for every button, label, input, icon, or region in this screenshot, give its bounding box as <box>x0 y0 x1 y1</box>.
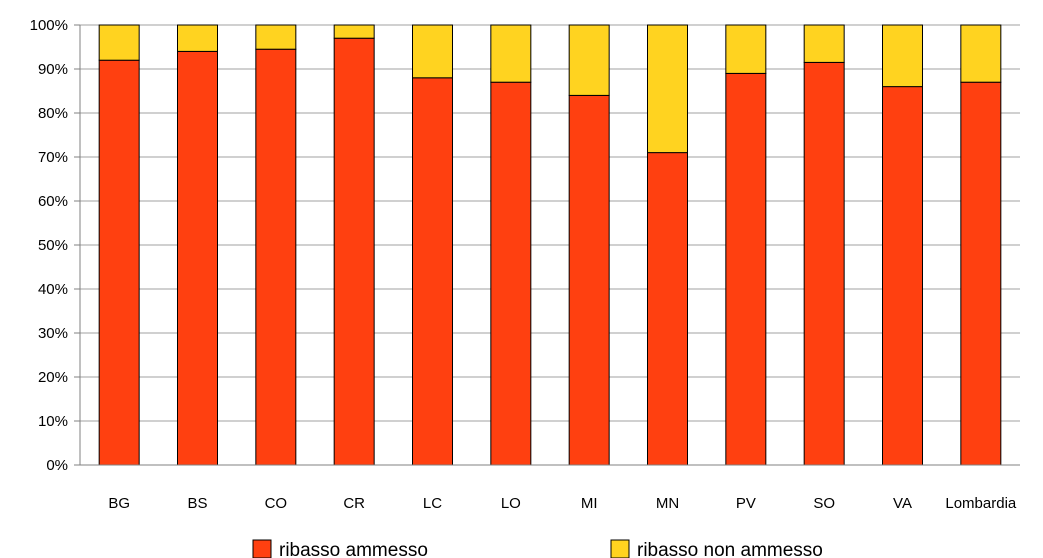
bar-ribasso-non-ammesso-bg <box>98 24 140 61</box>
x-tick-label: MI <box>581 495 598 512</box>
bar-ribasso-non-ammesso-pv <box>725 24 767 74</box>
bar-ribasso-non-ammesso-mn <box>647 24 688 154</box>
y-tick-label: 40% <box>38 281 68 298</box>
y-tick-label: 0% <box>46 457 68 474</box>
bar-ribasso-non-ammesso-lo <box>490 24 532 83</box>
y-tick-label: 90% <box>38 61 68 78</box>
bar-ribasso-non-ammesso-co <box>255 24 297 50</box>
legend: ribasso ammesso ribasso non ammesso <box>252 539 823 558</box>
x-tick-labels: BG BS CO CR LC LO MI MN PV SO VA Lombardia <box>108 495 1017 512</box>
x-tick-label: CO <box>265 495 288 512</box>
legend-swatch-ribasso-ammesso <box>252 539 272 558</box>
y-tick-label: 70% <box>38 149 68 166</box>
x-tick-label: CR <box>343 495 365 512</box>
y-tick-label: 50% <box>38 237 68 254</box>
bar-ribasso-ammesso-pv <box>725 72 767 466</box>
x-tick-label: LO <box>501 495 521 512</box>
bar-ribasso-ammesso-so <box>803 61 845 466</box>
bar-ribasso-ammesso-co <box>255 48 297 466</box>
bar-ribasso-non-ammesso-lc <box>412 24 453 79</box>
y-tick-label: 100% <box>30 17 68 34</box>
bar-ribasso-non-ammesso-bs <box>177 24 218 52</box>
x-tick-label: PV <box>736 495 756 512</box>
bar-ribasso-ammesso-lo <box>490 81 532 466</box>
x-tick-label: VA <box>893 495 912 512</box>
y-tick-label: 80% <box>38 105 68 122</box>
bar-ribasso-non-ammesso-lombardia <box>960 24 1002 83</box>
y-tick-labels: 0% 10% 20% 30% 40% 50% 60% 70% 80% 90% 100% <box>30 17 68 474</box>
x-tick-label: MN <box>656 495 679 512</box>
bar-ribasso-ammesso-lombardia <box>960 81 1002 466</box>
x-tick-label: BS <box>187 495 207 512</box>
legend-label-ribasso-non-ammesso: ribasso non ammesso <box>637 540 823 558</box>
bar-ribasso-ammesso-mn <box>647 152 688 466</box>
bar-ribasso-ammesso-cr <box>333 37 375 466</box>
bar-ribasso-non-ammesso-va <box>882 24 923 88</box>
bar-ribasso-ammesso-bs <box>177 50 218 466</box>
y-tick-label: 30% <box>38 325 68 342</box>
bar-ribasso-ammesso-va <box>882 86 923 466</box>
x-tick-label: LC <box>423 495 442 512</box>
bar-ribasso-non-ammesso-so <box>803 24 845 63</box>
bar-ribasso-non-ammesso-cr <box>333 24 375 39</box>
y-tick-label: 60% <box>38 193 68 210</box>
bar-ribasso-ammesso-bg <box>98 59 140 466</box>
gridlines <box>74 24 1020 466</box>
y-tick-label: 10% <box>38 413 68 430</box>
x-tick-label: BG <box>108 495 130 512</box>
axes <box>79 25 1020 466</box>
bar-ribasso-ammesso-lc <box>412 77 453 466</box>
x-tick-label: Lombardia <box>945 495 1017 512</box>
bar-ribasso-ammesso-mi <box>568 94 610 466</box>
x-tick-label: SO <box>813 495 835 512</box>
y-tick-label: 20% <box>38 369 68 386</box>
legend-swatch-ribasso-non-ammesso <box>610 539 630 558</box>
legend-label-ribasso-ammesso: ribasso ammesso <box>279 540 428 558</box>
bar-ribasso-non-ammesso-mi <box>568 24 610 96</box>
